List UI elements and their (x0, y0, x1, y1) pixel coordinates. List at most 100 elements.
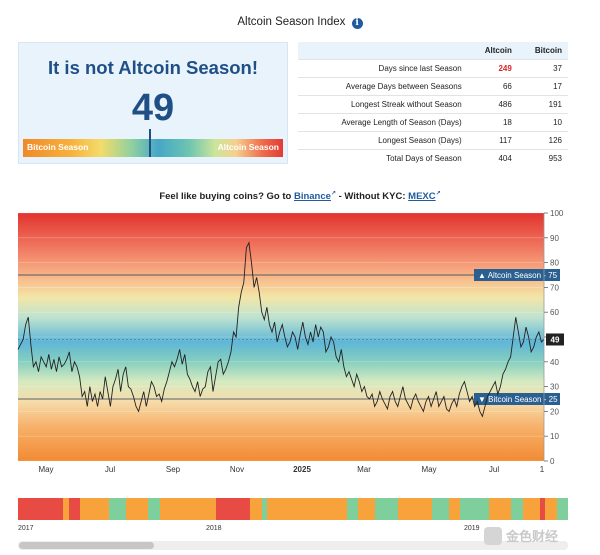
timeline-year-label: 2019 (464, 525, 480, 532)
stats-row-label: Total Days of Season (298, 149, 468, 167)
stats-altcoin-value: 249 (467, 59, 518, 78)
gauge-bitcoin-label: Bitcoin Season (27, 142, 89, 152)
timeline-segment (267, 498, 348, 520)
stats-row-label: Average Days between Seasons (298, 77, 468, 96)
index-value: 49 (131, 87, 175, 129)
promo-banner: Feel like buying coins? Go to Binance↗ -… (0, 190, 600, 202)
timeline-segment (539, 498, 546, 520)
timeline-scroll-thumb[interactable] (19, 542, 154, 549)
y-tick-label: 100 (550, 209, 564, 218)
stats-bitcoin-value: 191 (517, 95, 568, 114)
current-value-box (546, 333, 564, 346)
promo-mid: - Without KYC: (338, 191, 406, 203)
stats-header-bitcoin: Bitcoin (534, 46, 562, 55)
timeline-segment (18, 498, 64, 520)
timeline-segment (216, 498, 251, 520)
stats-row-label: Days since last Season (298, 59, 468, 78)
reference-lines: ▲ Altcoin Season - 75 ▼ Bitcoin Season - … (18, 269, 560, 405)
stats-altcoin-value: 486 (467, 95, 518, 114)
watermark: 金色财经 (484, 526, 558, 545)
x-tick-label: May (38, 465, 53, 474)
stats-altcoin-value: 18 (467, 113, 518, 132)
timeline-segment (148, 498, 161, 520)
reference-tag-box (474, 393, 560, 405)
current-value-label: 49 (551, 335, 560, 344)
timeline-segment (448, 498, 461, 520)
index-series-line (17, 241, 545, 418)
binance-link-mark: ↗ (330, 191, 336, 197)
y-tick-label: 0 (550, 457, 555, 466)
y-tick-label: 80 (550, 259, 559, 268)
current-value-tag: 49 (546, 333, 564, 346)
timeline-segment (346, 498, 359, 520)
timeline-segment (261, 498, 268, 520)
timeline-segment (397, 498, 433, 520)
page-title: Altcoin Season Index i (0, 16, 600, 29)
stats-row: Longest Season (Days) 117 126 (298, 131, 568, 150)
x-tick-label: 2025 (293, 465, 311, 474)
timeline-year-label: 2018 (206, 525, 222, 532)
reference-tag-text: Altcoin Season - 75 (488, 271, 558, 280)
altcoin-season-chart: ▲ Altcoin Season - 75 ▼ Bitcoin Season - … (17, 209, 564, 474)
x-tick-label: Sep (166, 465, 181, 474)
timeline-segment (358, 498, 376, 520)
timeline-segment (545, 498, 558, 520)
x-axis: May Jul Sep Nov 2025 Mar May Jul 1 (38, 465, 544, 474)
season-stats-table: Altcoin Bitcoin Days since last Season 24… (298, 42, 568, 167)
x-tick-label: Jul (105, 465, 115, 474)
chart-background-band (18, 213, 544, 461)
x-tick-label: May (421, 465, 436, 474)
timeline-segment (125, 498, 149, 520)
timeline-segment (488, 498, 512, 520)
y-tick-label: 90 (550, 234, 559, 243)
stats-altcoin-value: 117 (467, 131, 518, 150)
stats-row: Days since last Season 249 37 (298, 59, 568, 78)
reference-tag-box (474, 269, 560, 281)
stats-header-row: Altcoin Bitcoin (298, 42, 568, 60)
y-tick-label: 40 (550, 358, 559, 367)
timeline-segment (159, 498, 217, 520)
index-line-layer (17, 241, 545, 418)
stats-header-altcoin: Altcoin (484, 46, 512, 55)
timeline-segment (250, 498, 263, 520)
x-tick-label: Mar (357, 465, 371, 474)
stats-altcoin-value: 404 (467, 149, 518, 167)
stats-bitcoin-value: 37 (517, 59, 568, 78)
stats-row: Longest Streak without Season 486 191 (298, 95, 568, 114)
timeline-segment (108, 498, 127, 520)
season-status-card: It is not Altcoin Season! 49 Bitcoin Sea… (18, 42, 288, 164)
timeline-segment (522, 498, 541, 520)
timeline-scrollbar[interactable] (18, 541, 568, 550)
x-tick-label: 1 (540, 465, 545, 474)
stats-bitcoin-value: 10 (517, 113, 568, 132)
reference-tag-text: Bitcoin Season - 25 (488, 395, 558, 404)
stats-row-label: Longest Streak without Season (298, 95, 468, 114)
timeline-segment (511, 498, 524, 520)
stats-bitcoin-value: 126 (517, 131, 568, 150)
y-tick-label: 30 (550, 383, 559, 392)
mexc-link[interactable]: MEXC (408, 191, 436, 203)
reference-tag-label: ▲ Altcoin Season - 75 (478, 271, 558, 280)
stats-row: Average Length of Season (Days) 18 10 (298, 113, 568, 132)
timeline-segment (69, 498, 81, 520)
binance-link[interactable]: Binance (293, 191, 331, 203)
y-tick-label: 60 (550, 308, 559, 317)
timeline-segment (460, 498, 490, 520)
reference-tag-label: ▼ Bitcoin Season - 25 (478, 395, 558, 404)
timeline-segment (375, 498, 399, 520)
stats-row: Total Days of Season 404 953 (298, 149, 568, 167)
history-timeline[interactable] (18, 498, 568, 520)
promo-prefix: Feel like buying coins? Go to (159, 191, 292, 203)
timeline-year-label: 2017 (18, 525, 34, 532)
stats-altcoin-value: 66 (467, 77, 518, 96)
chart-grid (18, 212, 544, 462)
stats-row-label: Longest Season (Days) (298, 131, 468, 150)
timeline-segment (556, 498, 568, 520)
watermark-text: 金色财经 (506, 529, 559, 544)
stats-bitcoin-value: 953 (517, 149, 568, 167)
info-icon[interactable]: i (351, 18, 363, 29)
season-status-headline: It is not Altcoin Season! (47, 57, 259, 78)
watermark-logo-icon (484, 527, 502, 545)
timeline-segment (80, 498, 110, 520)
season-gauge: Bitcoin Season Altcoin Season (23, 129, 283, 157)
